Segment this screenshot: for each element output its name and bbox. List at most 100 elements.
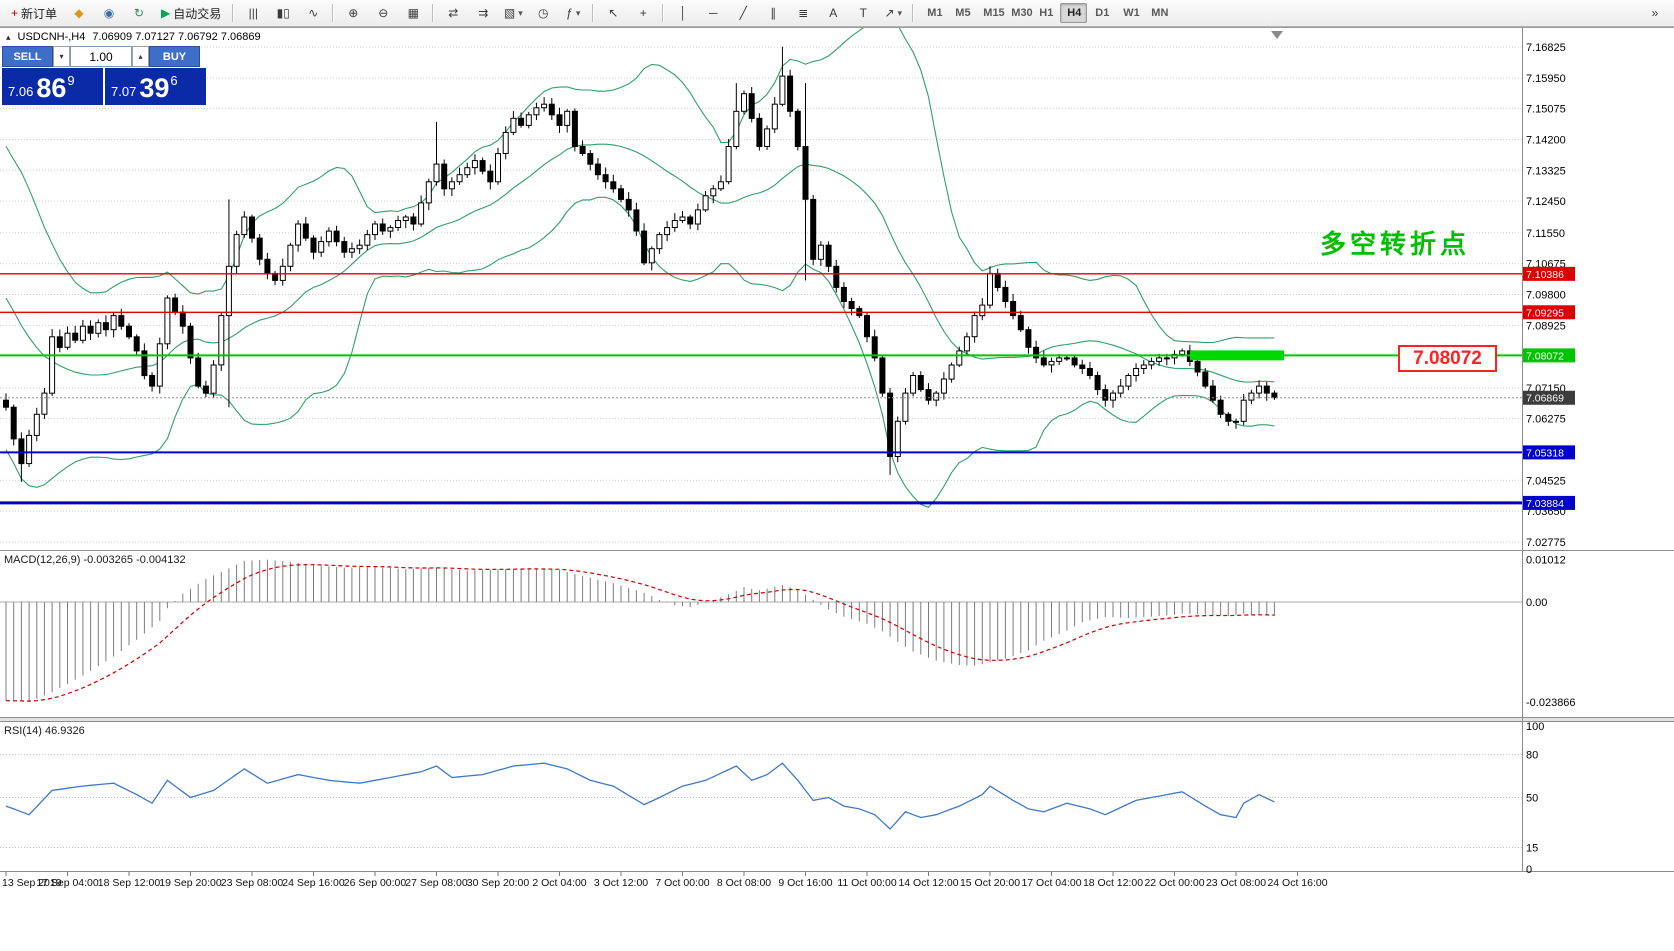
candle	[1102, 384, 1109, 407]
timeframe-group: M1 M5 M15 M30 H1 H4 D1 W1 MN	[920, 3, 1171, 23]
price-axis[interactable]: 7.16825 7.15950 7.15075 7.14200 7.13325 7.124…	[1523, 42, 1575, 549]
horizontal-line-icon[interactable]: ─	[698, 2, 728, 25]
timeframe-h1[interactable]: H1	[1032, 3, 1059, 23]
key-level-price-label[interactable]: 7.08072	[1398, 345, 1497, 372]
key-level-highlight-rect[interactable]	[1190, 350, 1284, 361]
indicators-icon[interactable]: ƒ ▾	[558, 2, 588, 25]
label-icon[interactable]: T	[848, 2, 878, 25]
refresh-icon: ↻	[134, 6, 145, 20]
refresh-icon[interactable]: ↻	[124, 2, 154, 25]
candle	[325, 227, 332, 247]
new-order-button[interactable]: + 新订单	[4, 2, 64, 25]
timeframe-m15[interactable]: M15	[976, 3, 1004, 23]
turning-point-annotation[interactable]: 多空转折点	[1320, 229, 1471, 259]
candle	[364, 229, 371, 251]
timeframe-h4[interactable]: H4	[1060, 3, 1088, 23]
price-tick-label: 7.06275	[1526, 414, 1566, 426]
candle	[579, 140, 586, 156]
candle	[410, 213, 417, 231]
trade-prices-row: 7.06 86 9 7.07 39 6	[2, 68, 206, 105]
timeframe-d1[interactable]: D1	[1088, 3, 1115, 23]
text-icon[interactable]: A	[818, 2, 848, 25]
sell-button[interactable]: SELL	[2, 46, 53, 67]
community-icon[interactable]: ◉	[94, 2, 124, 25]
toolbar-overflow-icon[interactable]: »	[1640, 2, 1670, 25]
timeframe-m30[interactable]: M30	[1004, 3, 1032, 23]
trendline-icon[interactable]: ╱	[728, 2, 758, 25]
bar-chart-icon[interactable]: |||	[238, 2, 268, 25]
timeframe-mn[interactable]: MN	[1144, 3, 1171, 23]
toolbar-separator	[912, 4, 915, 22]
candle	[1194, 357, 1201, 377]
volume-input[interactable]	[70, 46, 132, 67]
candle	[464, 162, 471, 178]
candle	[149, 372, 156, 392]
candle	[279, 258, 286, 286]
timeframe-m5[interactable]: M5	[948, 3, 975, 23]
arrows-icon: ↗	[884, 6, 895, 20]
fibonacci-icon[interactable]: ≣	[788, 2, 818, 25]
volume-stepper[interactable]: ▴	[132, 46, 149, 67]
candle	[879, 354, 886, 397]
new-order-label: 新订单	[21, 6, 58, 21]
signals-icon[interactable]: ◆	[64, 2, 94, 25]
candle	[887, 388, 894, 475]
clock-icon[interactable]: ◷	[528, 2, 558, 25]
candle	[679, 211, 686, 224]
one-click-trading-panel: SELL ▾ ▴ BUY 7.06 86 9 7.07 39 6	[2, 46, 206, 105]
price-tick-label: 7.14200	[1526, 134, 1566, 146]
crosshair-icon: +	[639, 6, 647, 20]
timeframe-w1[interactable]: W1	[1116, 3, 1143, 23]
line-chart-icon[interactable]: ∿	[298, 2, 328, 25]
candlestick-chart-icon: ▮▯	[276, 6, 290, 20]
candle	[641, 223, 648, 266]
cursor-icon[interactable]: ↖	[598, 2, 628, 25]
channel-icon: ∥	[770, 6, 777, 20]
vertical-line-icon[interactable]: │	[668, 2, 698, 25]
sell-price[interactable]: 7.06 86 9	[2, 68, 103, 105]
candle	[272, 271, 279, 286]
buy-price[interactable]: 7.07 39 6	[105, 68, 206, 105]
price-tick-label: 7.02775	[1526, 537, 1566, 549]
candle	[756, 113, 763, 151]
candle	[179, 305, 186, 334]
crosshair-icon[interactable]: +	[628, 2, 658, 25]
candle	[202, 380, 209, 398]
chart-window-icon: ▴	[6, 31, 11, 42]
channel-icon[interactable]: ∥	[758, 2, 788, 25]
candlestick-chart-icon[interactable]: ▮▯	[268, 2, 298, 25]
candle	[733, 83, 740, 150]
macd-label: MACD(12,26,9) -0.003265 -0.004132	[4, 554, 186, 566]
candle	[1017, 310, 1024, 333]
chart-shift-icon[interactable]: ⇉	[468, 2, 498, 25]
buy-button[interactable]: BUY	[149, 46, 200, 67]
zoom-in-icon[interactable]: ⊕	[338, 2, 368, 25]
timeframe-m1[interactable]: M1	[920, 3, 947, 23]
candle	[448, 177, 455, 197]
candle	[333, 225, 340, 247]
candle	[310, 235, 317, 260]
candle	[341, 236, 348, 258]
price-tick-label: 7.15075	[1526, 104, 1566, 116]
date-label: 17 Sep 04:00	[36, 877, 99, 889]
autotrade-button[interactable]: ▶ 自动交易	[154, 2, 228, 25]
candle	[126, 323, 132, 340]
objects-icon[interactable]: ▧ ▾	[498, 2, 528, 25]
auto-scroll-icon[interactable]: ⇄	[438, 2, 468, 25]
candle	[64, 326, 71, 350]
chevron-up-icon: ▴	[138, 52, 143, 61]
price-tag-label: 7.06869	[1526, 393, 1564, 405]
cursor-icon: ↖	[608, 6, 619, 20]
candle	[864, 312, 870, 343]
tile-windows-icon[interactable]: ▦	[398, 2, 428, 25]
candle	[56, 329, 63, 353]
order-type-dropdown[interactable]: ▾	[53, 46, 70, 67]
arrows-icon[interactable]: ↗ ▾	[878, 2, 908, 25]
candle	[779, 46, 786, 107]
zoom-out-icon[interactable]: ⊖	[368, 2, 398, 25]
chart-shift-marker[interactable]	[1271, 31, 1283, 39]
rsi-axis-label: 0	[1526, 864, 1532, 876]
candle	[794, 108, 801, 151]
